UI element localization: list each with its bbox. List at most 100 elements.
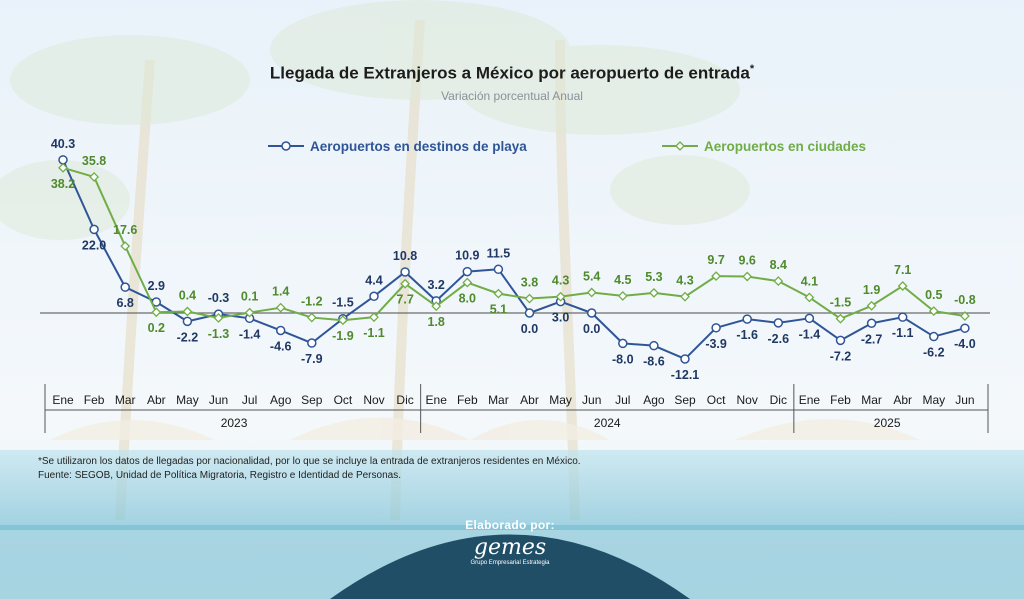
data-label-ciudades: 38.2 (51, 177, 75, 191)
data-point (835, 313, 846, 324)
data-label-ciudades: -1.3 (208, 327, 230, 341)
data-label-ciudades: 7.1 (894, 263, 911, 277)
data-label-playa: -4.0 (954, 337, 976, 351)
x-tick-label: Ene (799, 393, 821, 407)
year-label: 2023 (221, 416, 248, 430)
data-label-playa: -2.2 (177, 330, 199, 344)
data-label-playa: -2.6 (768, 332, 790, 346)
data-point (182, 316, 193, 327)
data-label-playa: -4.6 (270, 339, 292, 353)
data-label-playa: 11.5 (487, 246, 511, 260)
data-label-playa: 6.8 (117, 296, 134, 310)
credit: Elaborado por: gemes Grupo Empresarial E… (395, 518, 625, 566)
data-point (555, 291, 566, 302)
data-point (586, 308, 597, 318)
data-label-playa: -6.2 (923, 346, 945, 360)
data-point (151, 307, 162, 318)
data-label-ciudades: 0.4 (179, 288, 196, 302)
data-point (275, 302, 286, 313)
data-label-ciudades: 4.1 (801, 274, 818, 288)
data-point (928, 306, 939, 317)
x-tick-label: Ago (270, 393, 292, 407)
series-line-ciudades (62, 166, 966, 322)
data-label-ciudades: 1.9 (863, 283, 880, 297)
data-point (58, 162, 68, 173)
data-label-ciudades: 17.6 (113, 223, 137, 237)
data-label-playa: 4.4 (365, 273, 382, 287)
x-tick-label: May (922, 393, 945, 407)
data-point (120, 241, 131, 252)
data-label-playa: -7.9 (301, 352, 323, 366)
data-label-ciudades: 1.4 (272, 285, 289, 299)
data-label-playa: -8.0 (612, 352, 634, 366)
data-label-playa: 40.3 (51, 137, 75, 151)
data-point (462, 266, 473, 277)
data-label-ciudades: -1.2 (301, 295, 323, 309)
legend-label: Aeropuertos en destinos de playa (310, 139, 527, 154)
gemes-logo-subtext: Grupo Empresarial Estrategia (470, 560, 550, 566)
data-label-ciudades: 8.0 (459, 292, 476, 306)
data-label-ciudades: 9.6 (739, 254, 756, 268)
x-tick-label: May (176, 393, 199, 407)
x-tick-label: Sep (674, 393, 696, 407)
x-tick-label: Jul (615, 393, 630, 407)
chart-title: Llegada de Extranjeros a México por aero… (269, 63, 755, 83)
year-label: 2025 (874, 416, 901, 430)
data-label-ciudades: 0.2 (148, 321, 165, 335)
data-label-playa: -1.6 (736, 328, 758, 342)
data-point (773, 318, 784, 328)
data-label-ciudades: 9.7 (707, 253, 724, 267)
x-tick-label: Mar (488, 393, 509, 407)
data-point (431, 301, 442, 312)
data-point (773, 276, 784, 286)
data-label-playa: -3.9 (705, 337, 727, 351)
data-label-ciudades: -0.8 (954, 293, 976, 307)
data-point (306, 312, 317, 323)
x-tick-label: Sep (301, 393, 323, 407)
x-tick-label: Abr (147, 393, 166, 407)
x-tick-label: Mar (861, 393, 882, 407)
data-label-ciudades: 5.3 (645, 270, 662, 284)
data-point (462, 277, 473, 288)
data-point (369, 291, 379, 302)
x-tick-label: Feb (84, 393, 105, 407)
credit-label: Elaborado por: (465, 518, 555, 532)
legend-marker (675, 141, 685, 151)
x-tick-label: Dic (396, 393, 413, 407)
x-tick-label: Jun (582, 393, 601, 407)
data-point (711, 271, 722, 282)
data-point (400, 267, 410, 277)
x-tick-label: Jun (209, 393, 228, 407)
legend-label: Aeropuertos en ciudades (704, 139, 866, 154)
data-label-ciudades: -1.1 (363, 326, 385, 340)
data-label-ciudades: -1.9 (332, 329, 354, 343)
data-point (89, 172, 100, 182)
data-point (929, 331, 939, 342)
data-label-ciudades: 0.1 (241, 290, 258, 304)
x-tick-label: Abr (893, 393, 912, 407)
data-label-playa: 10.8 (393, 249, 417, 263)
data-label-ciudades: 35.8 (82, 154, 106, 168)
data-point (120, 282, 130, 292)
data-point (493, 288, 504, 299)
data-point (897, 312, 908, 322)
data-point (711, 323, 721, 333)
data-label-ciudades: 4.5 (614, 273, 631, 287)
data-point (493, 264, 504, 275)
data-label-ciudades: 7.7 (396, 293, 413, 307)
x-tick-label: May (549, 393, 572, 407)
data-label-playa: 2.9 (148, 279, 165, 293)
data-point (275, 325, 286, 336)
data-label-playa: -8.6 (643, 355, 665, 369)
x-tick-label: Jun (955, 393, 974, 407)
data-label-ciudades: 1.8 (428, 315, 445, 329)
data-label-ciudades: 5.4 (583, 269, 600, 283)
data-point (89, 224, 99, 235)
x-tick-label: Oct (334, 393, 353, 407)
chart-subtitle: Variación porcentual Anual (441, 89, 583, 103)
data-point (835, 335, 846, 346)
x-tick-label: Jul (242, 393, 257, 407)
data-label-ciudades: 8.4 (770, 258, 787, 272)
data-label-playa: 3.2 (428, 278, 445, 292)
